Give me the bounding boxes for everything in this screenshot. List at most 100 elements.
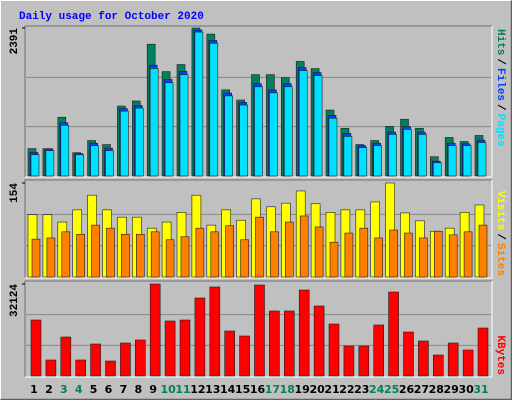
bar <box>210 231 220 278</box>
bar <box>463 231 473 278</box>
x-tick-label: 9 <box>149 383 157 396</box>
bar <box>91 224 100 278</box>
bar <box>224 330 235 377</box>
bar <box>448 234 458 278</box>
x-tick-label: 27 <box>414 383 429 396</box>
bar <box>209 42 219 177</box>
bar <box>270 231 279 278</box>
x-tick-label: 18 <box>280 383 295 396</box>
bar <box>239 104 248 177</box>
legend-separator: / <box>494 233 506 240</box>
bar <box>462 145 472 177</box>
bar <box>30 154 40 177</box>
bar <box>240 239 249 278</box>
panel-bevel <box>24 179 492 278</box>
x-tick-label: 21 <box>324 383 339 396</box>
bar <box>105 150 114 177</box>
bar <box>419 237 428 278</box>
bar <box>255 216 264 278</box>
legend: Visits / Sites <box>494 191 506 276</box>
bar <box>358 345 370 377</box>
x-tick-label: 5 <box>90 383 98 396</box>
y-tick-label: 2391 <box>9 28 21 55</box>
bar <box>179 74 189 177</box>
x-tick-label: 19 <box>295 383 310 396</box>
bar <box>120 110 129 177</box>
bar <box>180 236 190 278</box>
bar <box>239 335 250 377</box>
bar <box>477 327 489 377</box>
x-tick-label: 10 <box>160 383 176 396</box>
x-tick-label: 4 <box>75 383 83 396</box>
x-tick-label: 26 <box>399 383 415 396</box>
legend-entry: Hits <box>494 29 506 55</box>
bar <box>135 107 144 177</box>
bar <box>269 92 278 177</box>
bar <box>328 117 338 177</box>
bar <box>60 125 70 177</box>
bar <box>298 289 310 377</box>
x-tick-label: 20 <box>309 383 325 396</box>
bar <box>120 342 131 377</box>
panel-bevel <box>24 25 492 177</box>
bar <box>359 227 369 278</box>
legend-entry: Pages <box>494 114 506 147</box>
bar <box>373 324 385 377</box>
x-tick-label: 28 <box>429 383 444 396</box>
y-tick-label: 154 <box>9 183 21 203</box>
bar <box>447 145 457 177</box>
legend: KBytes <box>494 335 506 375</box>
bar <box>75 154 84 177</box>
bar <box>45 359 57 377</box>
x-tick-label: 24 <box>369 383 385 396</box>
bar <box>343 136 353 177</box>
bar <box>328 323 340 377</box>
bar <box>149 283 161 377</box>
bar <box>344 232 354 278</box>
bar <box>149 68 159 177</box>
x-tick-label: 3 <box>60 383 68 396</box>
chart-title: Daily usage for October 2020 <box>19 11 204 23</box>
bar <box>388 291 399 377</box>
x-tick-label: 6 <box>105 383 113 396</box>
bar <box>462 349 474 377</box>
x-tick-label: 14 <box>220 383 236 396</box>
bar <box>30 319 42 377</box>
legend: Hits / Files / Pages <box>494 29 506 147</box>
bar <box>284 221 294 278</box>
bar <box>209 286 221 377</box>
bar <box>45 150 55 177</box>
panel-bevel <box>25 180 493 279</box>
legend-entry: KBytes <box>494 335 506 375</box>
bar <box>388 134 397 177</box>
bar <box>283 310 295 377</box>
bar <box>313 75 323 177</box>
bar <box>358 147 368 177</box>
bar <box>179 319 191 377</box>
bar <box>403 129 412 177</box>
x-tick-label: 11 <box>175 383 190 396</box>
x-tick-label: 22 <box>339 383 354 396</box>
bar <box>373 145 383 177</box>
bar <box>121 233 130 278</box>
bar <box>90 145 99 177</box>
bar <box>164 82 174 177</box>
x-tick-label: 29 <box>444 383 459 396</box>
bar <box>314 226 324 278</box>
bar <box>105 360 116 377</box>
bar <box>46 237 56 278</box>
bar <box>389 229 398 278</box>
bar <box>150 231 160 278</box>
legend-entry: Visits <box>494 191 506 231</box>
bar <box>194 31 204 177</box>
bar <box>90 343 101 377</box>
bar <box>135 339 146 377</box>
bar <box>447 342 459 377</box>
x-tick-label: 25 <box>384 383 399 396</box>
bar <box>432 162 442 177</box>
panel-bevel <box>25 26 493 178</box>
bar <box>329 241 339 278</box>
x-tick-label: 2 <box>45 383 53 396</box>
